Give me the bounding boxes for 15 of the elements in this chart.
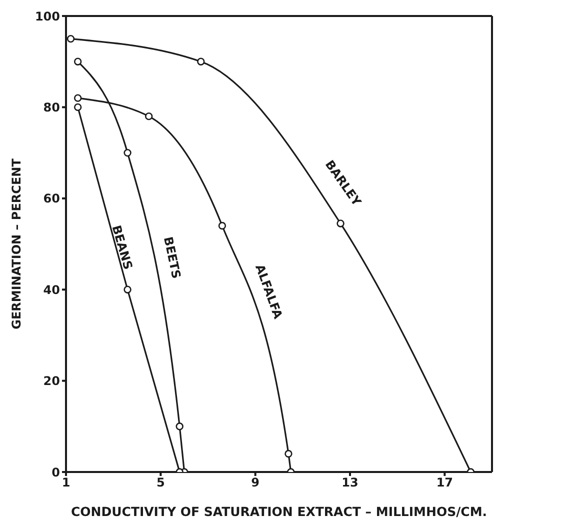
text: BEETS: [160, 235, 184, 280]
y-axis-title: GERMINATION – PERCENT: [9, 158, 24, 330]
x-tick-label: 5: [156, 476, 165, 490]
x-axis-title: CONDUCTIVITY OF SATURATION EXTRACT – MILLIMHOS/CM.: [70, 504, 488, 519]
y-tick-label: 100: [34, 9, 60, 24]
y-tick-label: 20: [43, 374, 60, 388]
text: BEANS: [109, 224, 136, 272]
y-tick-label: 80: [43, 100, 60, 114]
x-tick-label: 17: [436, 476, 454, 490]
x-tick-label: 1: [62, 476, 70, 490]
y-tick-label: 0: [52, 465, 60, 480]
y-tick-label: 60: [43, 192, 60, 206]
x-tick-label: 13: [342, 476, 358, 490]
y-tick-label: 40: [43, 282, 60, 297]
x-tick-label: 9: [251, 476, 260, 490]
